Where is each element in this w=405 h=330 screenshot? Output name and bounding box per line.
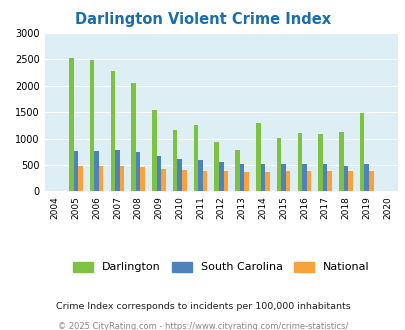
Bar — [301, 164, 306, 191]
Text: © 2025 CityRating.com - https://www.cityrating.com/crime-statistics/: © 2025 CityRating.com - https://www.city… — [58, 322, 347, 330]
Bar — [255, 123, 260, 191]
Bar — [131, 82, 136, 191]
Bar — [94, 151, 99, 191]
Bar — [140, 167, 145, 191]
Bar — [115, 150, 119, 191]
Text: Darlington Violent Crime Index: Darlington Violent Crime Index — [75, 12, 330, 26]
Bar — [343, 166, 347, 191]
Bar — [218, 162, 223, 191]
Bar — [181, 170, 186, 191]
Bar — [276, 138, 281, 191]
Bar — [177, 159, 181, 191]
Bar — [152, 110, 156, 191]
Bar — [161, 169, 165, 191]
Bar — [244, 172, 248, 191]
Bar — [202, 171, 207, 191]
Bar — [78, 166, 83, 191]
Bar — [173, 130, 177, 191]
Text: Crime Index corresponds to incidents per 100,000 inhabitants: Crime Index corresponds to incidents per… — [55, 302, 350, 311]
Bar — [359, 113, 364, 191]
Bar — [73, 151, 78, 191]
Bar — [136, 152, 140, 191]
Bar — [281, 164, 285, 191]
Bar — [69, 58, 73, 191]
Bar — [285, 171, 290, 191]
Bar — [338, 132, 343, 191]
Bar — [260, 164, 264, 191]
Bar — [198, 160, 202, 191]
Bar — [364, 164, 368, 191]
Bar — [90, 60, 94, 191]
Bar — [193, 125, 198, 191]
Bar — [318, 134, 322, 191]
Bar — [306, 171, 311, 191]
Bar — [99, 166, 103, 191]
Bar — [368, 171, 373, 191]
Bar — [347, 171, 352, 191]
Bar — [264, 172, 269, 191]
Bar — [156, 156, 161, 191]
Bar — [297, 133, 301, 191]
Bar — [327, 171, 331, 191]
Legend: Darlington, South Carolina, National: Darlington, South Carolina, National — [68, 257, 373, 277]
Bar — [110, 71, 115, 191]
Bar — [214, 142, 218, 191]
Bar — [234, 150, 239, 191]
Bar — [239, 164, 244, 191]
Bar — [119, 166, 124, 191]
Bar — [322, 164, 327, 191]
Bar — [223, 171, 228, 191]
